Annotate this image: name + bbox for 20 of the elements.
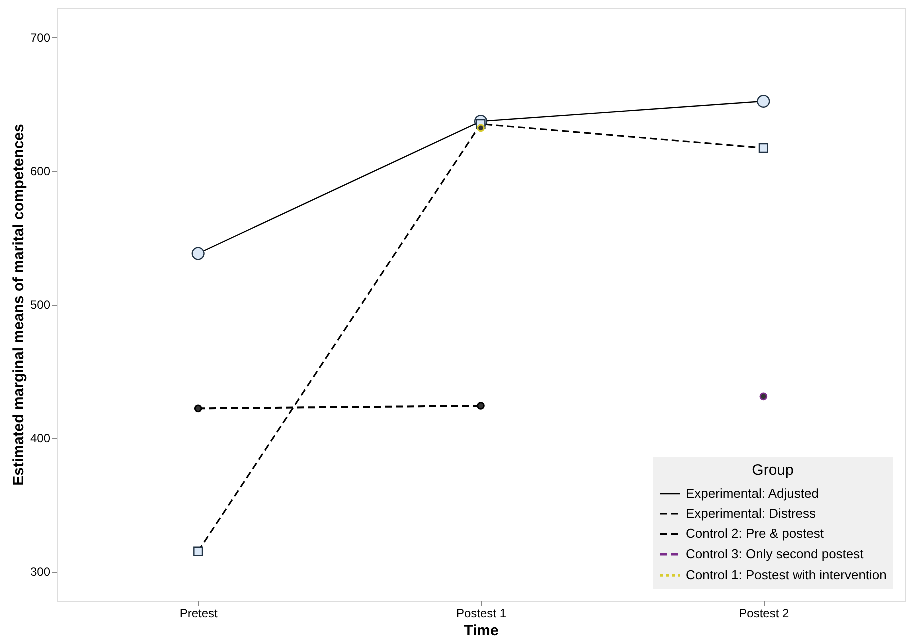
legend-title: Group [752, 462, 794, 479]
y-tick-label: 300 [30, 565, 51, 580]
legend-label: Experimental: Adjusted [686, 486, 819, 501]
legend-label: Control 1: Postest with intervention [686, 568, 887, 582]
x-tick-label: Pretest [180, 606, 219, 620]
x-tick-label: Postest 1 [456, 606, 507, 620]
legend-label: Control 2: Pre & postest [686, 526, 824, 541]
legend-label: Control 3: Only second postest [686, 546, 864, 562]
legend-label: Experimental: Distress [686, 506, 817, 521]
y-axis-title: Estimated marginal means of marital competences [10, 124, 28, 486]
point [194, 404, 202, 413]
x-tick-label: Postest 2 [739, 606, 790, 620]
y-tick-label: 700 [30, 30, 51, 45]
point [477, 124, 485, 132]
y-tick-label: 600 [30, 164, 51, 178]
x-axis-title: Time [464, 622, 499, 640]
point [477, 402, 485, 410]
y-tick-label: 500 [30, 298, 51, 312]
y-tick-label: 400 [30, 432, 51, 446]
point [760, 392, 768, 401]
